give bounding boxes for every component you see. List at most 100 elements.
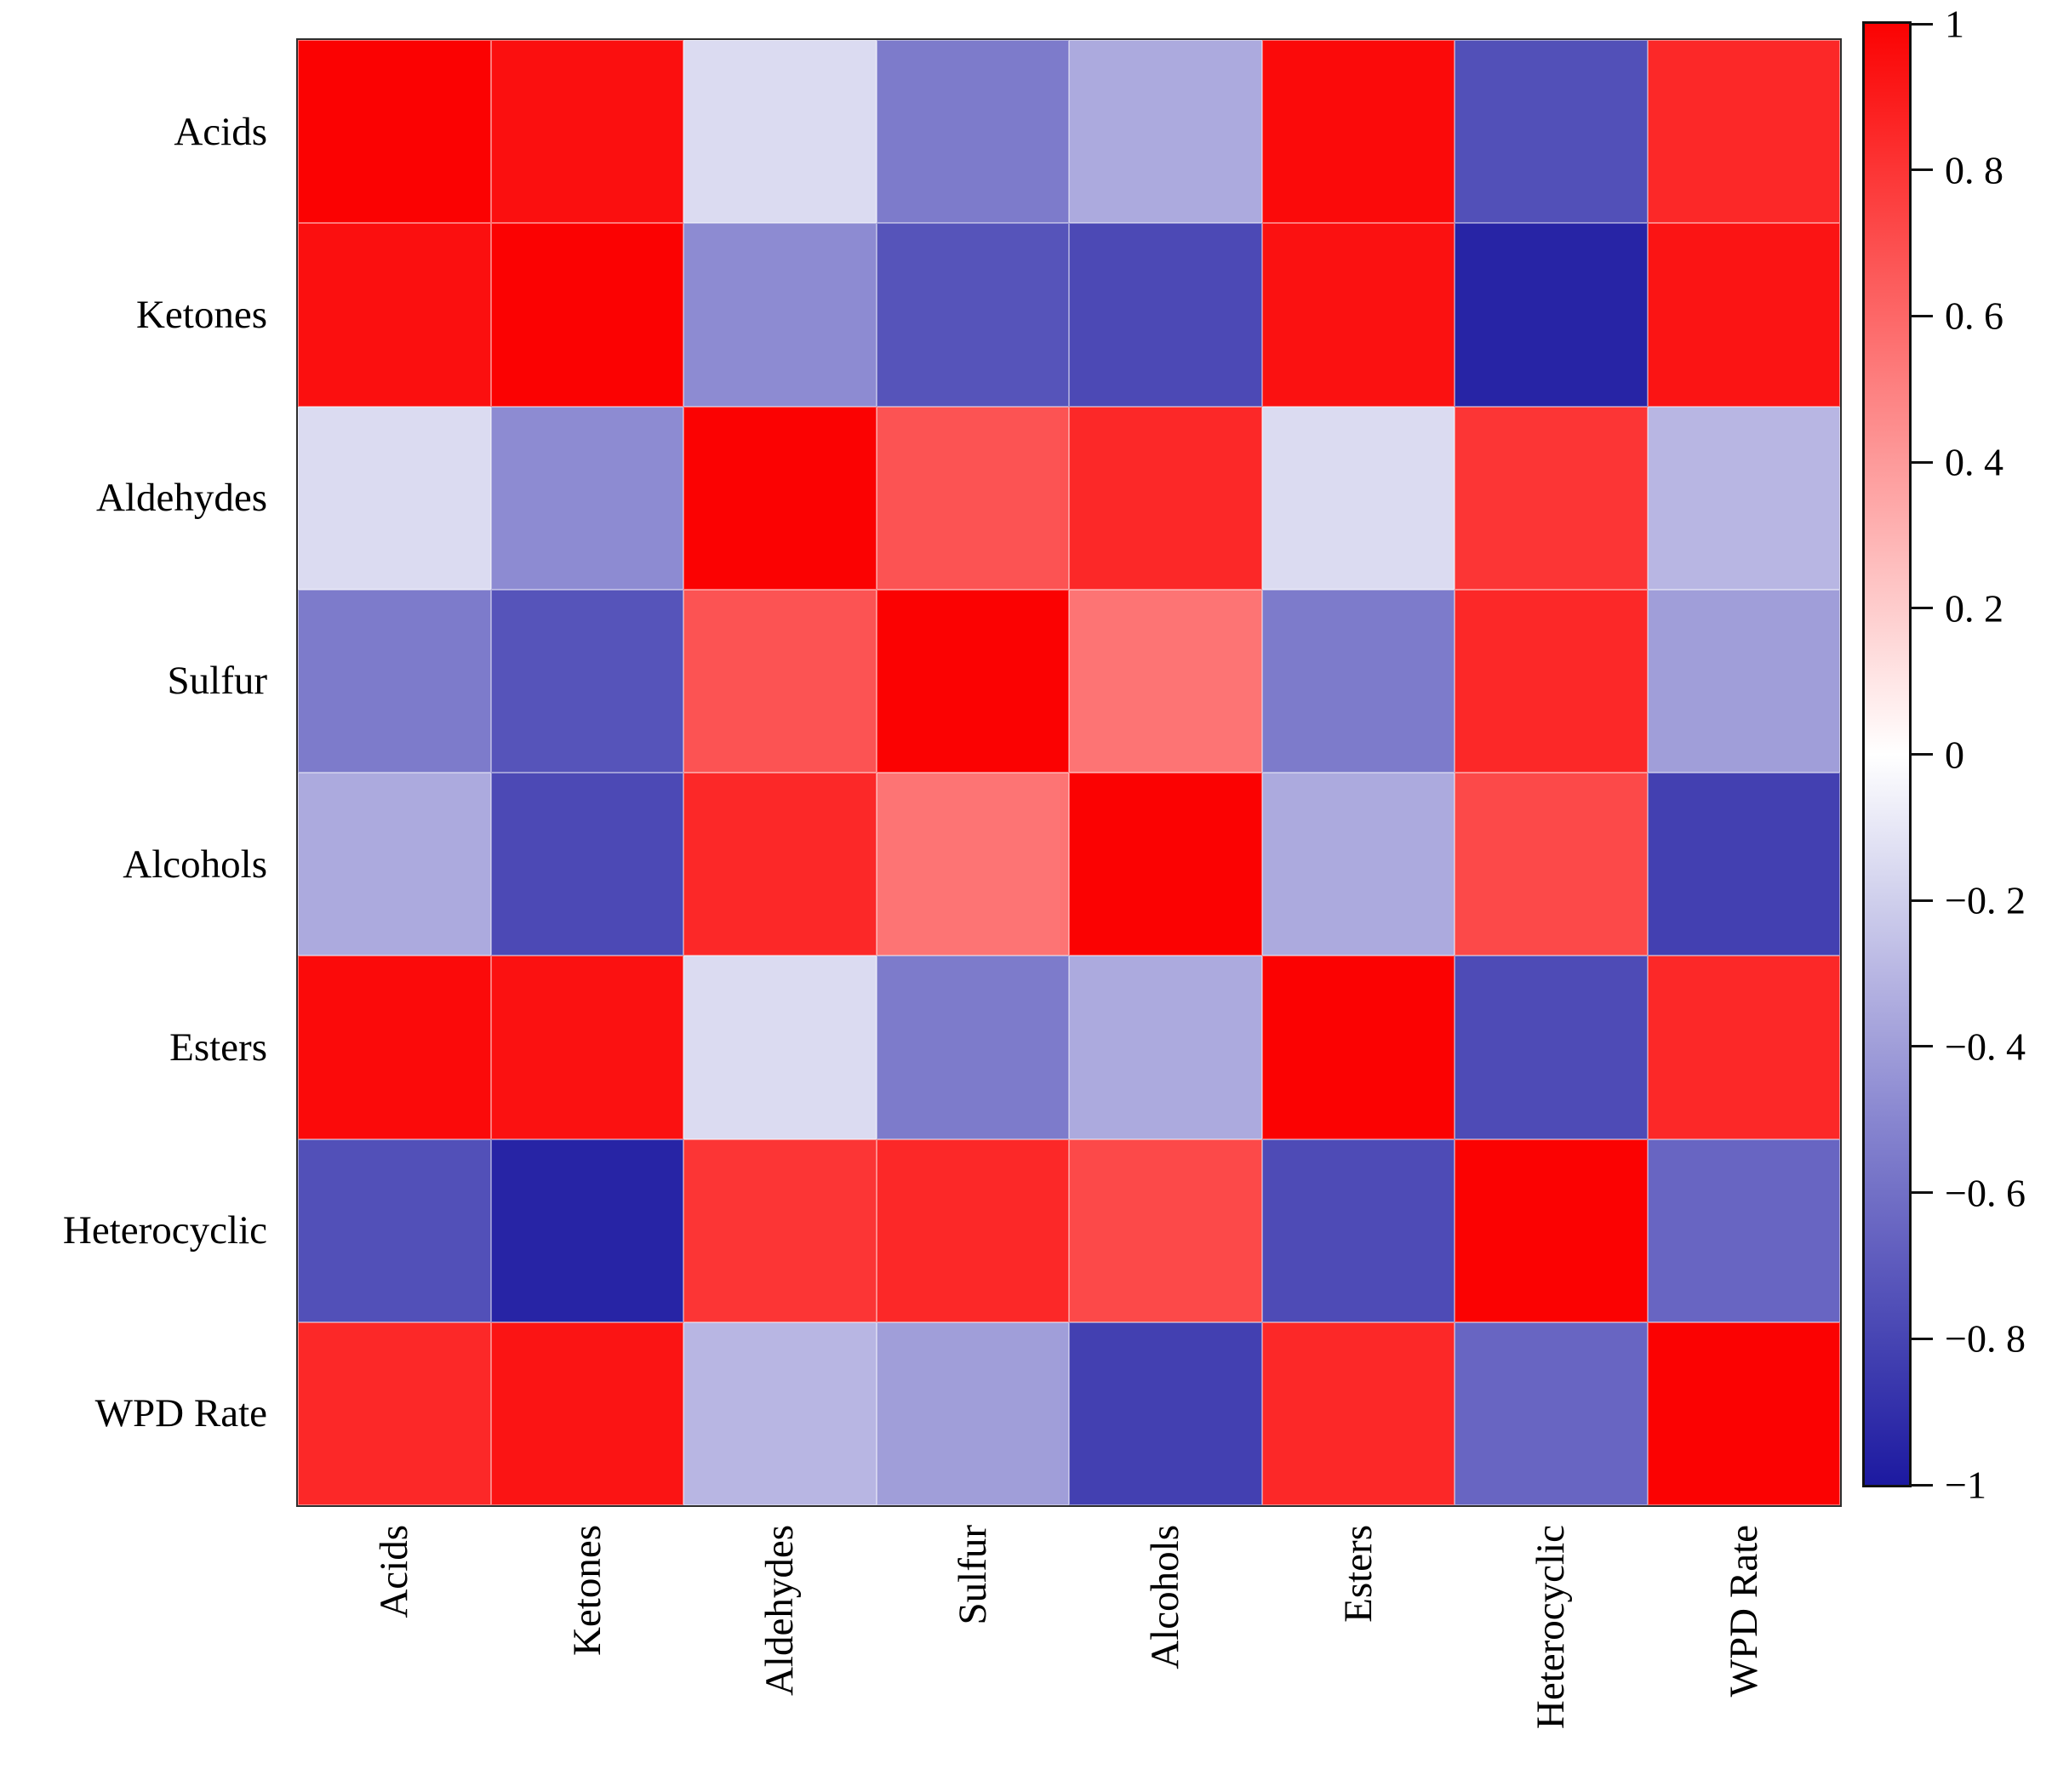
heatmap-grid: [298, 40, 1840, 1505]
x-axis-label: Aldehydes: [757, 1525, 803, 1697]
heatmap-cell: [1647, 1321, 1840, 1505]
heatmap-cell: [876, 40, 1069, 224]
x-axis-label: Sulfur: [950, 1525, 995, 1625]
colorbar-tick-label: 0. 2: [1945, 586, 2003, 631]
heatmap-cell: [876, 1139, 1069, 1322]
colorbar-gradient: [1865, 24, 1909, 1485]
colorbar-tick-label: −0. 2: [1945, 878, 2026, 922]
y-axis-label: Acids: [174, 109, 267, 154]
heatmap-cell: [1069, 40, 1262, 224]
heatmap-cell: [1455, 406, 1648, 590]
heatmap-cell: [298, 773, 491, 956]
heatmap-cell: [876, 223, 1069, 407]
heatmap-cell: [1069, 773, 1262, 956]
heatmap-cell: [1647, 956, 1840, 1139]
heatmap-cell: [490, 589, 683, 773]
heatmap-cell: [1455, 40, 1648, 224]
heatmap-cell: [683, 956, 877, 1139]
heatmap-cell: [1069, 223, 1262, 407]
heatmap-cell: [683, 223, 877, 407]
colorbar-tick-label: 1: [1945, 2, 1964, 46]
y-axis-label: Alcohols: [123, 842, 267, 887]
x-axis-label: Alcohols: [1143, 1525, 1188, 1669]
colorbar-tick-label: 0. 8: [1945, 148, 2003, 192]
colorbar-tick-mark: [1909, 460, 1933, 464]
colorbar-tick-label: 0: [1945, 733, 1964, 776]
heatmap-cell: [490, 956, 683, 1139]
heatmap-cell: [1455, 956, 1648, 1139]
heatmap-cell: [1455, 223, 1648, 407]
heatmap-cell: [1069, 1321, 1262, 1505]
heatmap-cell: [298, 956, 491, 1139]
heatmap-cell: [1647, 1139, 1840, 1322]
heatmap-cell: [876, 956, 1069, 1139]
colorbar-tick-mark: [1909, 1045, 1933, 1048]
heatmap-cell: [683, 1321, 877, 1505]
colorbar-tick-label: −0. 8: [1945, 1316, 2026, 1361]
y-axis-label: WPD Rate: [94, 1391, 267, 1436]
heatmap-cell: [490, 1139, 683, 1322]
x-axis-label: Ketones: [564, 1525, 609, 1657]
heatmap-cell: [1261, 589, 1455, 773]
heatmap-cell: [298, 223, 491, 407]
colorbar-tick-mark: [1909, 753, 1933, 756]
colorbar-tick-label: 0. 4: [1945, 440, 2003, 484]
heatmap-cell: [1069, 1139, 1262, 1322]
heatmap-cell: [298, 1139, 491, 1322]
y-axis-label: Sulfur: [167, 659, 268, 704]
heatmap-cell: [1647, 223, 1840, 407]
x-axis-label: Heterocyclic: [1529, 1525, 1574, 1730]
heatmap-cell: [490, 1321, 683, 1505]
heatmap-cell: [1261, 406, 1455, 590]
y-axis-label: Aldehydes: [95, 476, 267, 521]
x-axis-label: Acids: [372, 1525, 417, 1618]
heatmap-cell: [876, 406, 1069, 590]
heatmap-cell: [683, 40, 877, 224]
heatmap-cell: [1261, 1321, 1455, 1505]
heatmap-cell: [1455, 589, 1648, 773]
heatmap-cell: [490, 40, 683, 224]
colorbar: [1862, 21, 1912, 1487]
heatmap-cell: [490, 406, 683, 590]
colorbar-tick-label: 0. 6: [1945, 294, 2003, 338]
heatmap-cell: [683, 773, 877, 956]
heatmap-cell: [490, 223, 683, 407]
heatmap-cell: [876, 1321, 1069, 1505]
heatmap-cell: [1261, 1139, 1455, 1322]
heatmap-cell: [298, 589, 491, 773]
heatmap-cell: [1455, 1139, 1648, 1322]
heatmap-cell: [298, 40, 491, 224]
colorbar-tick-mark: [1909, 168, 1933, 172]
x-axis-label: WPD Rate: [1721, 1525, 1766, 1698]
heatmap-cell: [298, 1321, 491, 1505]
heatmap-cell: [1455, 1321, 1648, 1505]
heatmap-cell: [876, 589, 1069, 773]
heatmap-cell: [683, 589, 877, 773]
heatmap-cell: [298, 406, 491, 590]
colorbar-tick-mark: [1909, 1191, 1933, 1195]
heatmap-cell: [683, 1139, 877, 1322]
heatmap-cell: [1261, 773, 1455, 956]
heatmap-cell: [1261, 40, 1455, 224]
colorbar-tick-mark: [1909, 899, 1933, 902]
heatmap-cell: [876, 773, 1069, 956]
heatmap-cell: [1647, 40, 1840, 224]
colorbar-tick-label: −1: [1945, 1463, 1986, 1507]
heatmap-cell: [1069, 406, 1262, 590]
colorbar-tick-mark: [1909, 1483, 1933, 1487]
colorbar-tick-mark: [1909, 1337, 1933, 1340]
y-axis-label: Heterocyclic: [62, 1208, 267, 1253]
colorbar-tick-mark: [1909, 22, 1933, 26]
heatmap-cell: [1647, 406, 1840, 590]
y-axis-label: Ketones: [135, 292, 267, 337]
y-axis-label: Esters: [169, 1024, 267, 1070]
heatmap-cell: [1647, 589, 1840, 773]
colorbar-tick-label: −0. 6: [1945, 1171, 2026, 1215]
heatmap-cell: [490, 773, 683, 956]
heatmap-cell: [1069, 589, 1262, 773]
colorbar-tick-label: −0. 4: [1945, 1024, 2026, 1069]
x-axis-label: Esters: [1335, 1525, 1380, 1623]
heatmap-cell: [1647, 773, 1840, 956]
heatmap-cell: [1261, 956, 1455, 1139]
